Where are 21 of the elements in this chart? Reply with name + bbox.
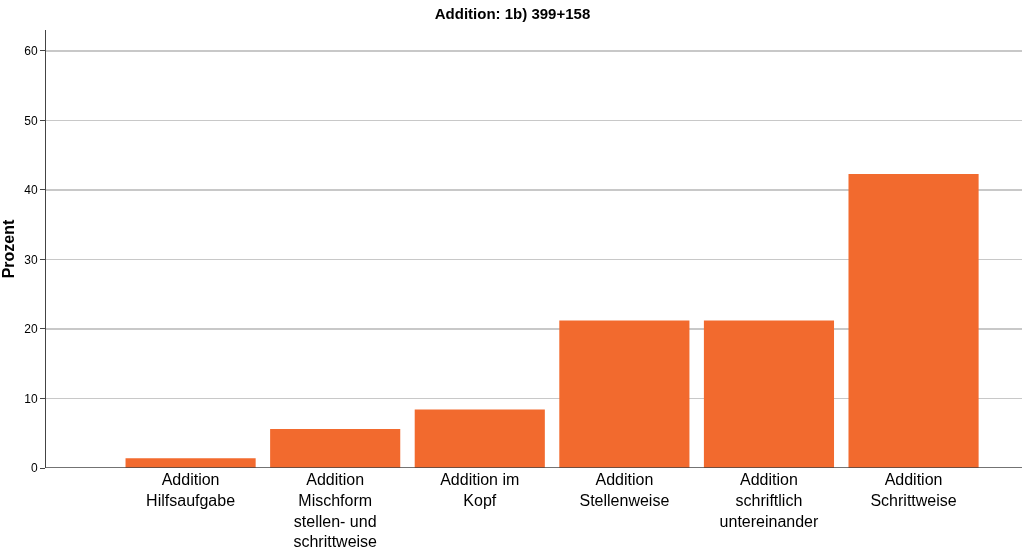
bar bbox=[559, 320, 690, 468]
x-tick-label: Addition Mischform stellen- und schrittweise bbox=[293, 471, 378, 551]
bar bbox=[414, 409, 545, 468]
y-axis-title: Prozent bbox=[0, 218, 17, 279]
y-tick-label: 60 bbox=[24, 44, 38, 59]
x-tick-label: Addition Stellenweise bbox=[579, 471, 670, 509]
x-tick-label: Addition schriftlich untereinander bbox=[719, 471, 819, 530]
y-tick-label: 10 bbox=[24, 391, 38, 406]
bar bbox=[848, 173, 979, 468]
y-tick-label: 40 bbox=[24, 183, 38, 198]
chart-title: Addition: 1b) 399+158 bbox=[434, 4, 591, 22]
bar bbox=[270, 429, 401, 468]
x-tick-label: Addition Schrittweise bbox=[870, 471, 957, 509]
bar bbox=[125, 458, 256, 468]
y-tick-label: 0 bbox=[30, 461, 38, 476]
x-tick-label: Addition Hilfsaufgabe bbox=[146, 471, 236, 509]
bar bbox=[703, 320, 835, 468]
x-tick-label: Addition im Kopf bbox=[440, 471, 520, 509]
y-tick-label: 50 bbox=[24, 113, 38, 128]
y-tick-label: 30 bbox=[24, 252, 38, 267]
y-tick-label: 20 bbox=[24, 322, 38, 337]
